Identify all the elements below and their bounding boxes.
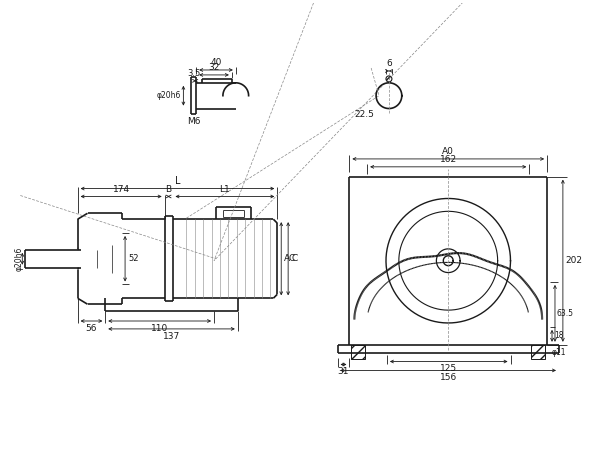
Text: φ20h6: φ20h6 (157, 91, 181, 100)
Text: 137: 137 (163, 332, 180, 341)
Text: 3.5: 3.5 (187, 69, 200, 78)
Text: 162: 162 (440, 155, 457, 164)
Text: 22.5: 22.5 (354, 109, 374, 118)
Text: φ20h6: φ20h6 (15, 246, 24, 271)
Text: 174: 174 (113, 184, 130, 193)
Text: 110: 110 (151, 324, 168, 333)
Text: M6: M6 (188, 118, 201, 127)
Text: B: B (166, 184, 172, 193)
Text: 56: 56 (86, 324, 97, 333)
Text: L: L (175, 175, 180, 186)
Bar (352, 345, 365, 358)
Text: AC: AC (284, 254, 296, 263)
Text: 156: 156 (440, 374, 457, 383)
Text: 31: 31 (338, 367, 349, 376)
Text: 40: 40 (211, 58, 221, 67)
Text: 18: 18 (554, 331, 563, 340)
Bar (531, 345, 545, 358)
Text: φ11: φ11 (552, 348, 566, 357)
Text: 202: 202 (566, 256, 583, 265)
Text: 63.5: 63.5 (557, 309, 574, 318)
Text: C: C (291, 254, 298, 263)
Text: 52: 52 (128, 254, 139, 263)
Text: L1: L1 (220, 184, 230, 193)
Text: 6: 6 (386, 59, 392, 68)
Text: A0: A0 (442, 147, 454, 156)
Text: 125: 125 (440, 365, 457, 374)
Text: 32: 32 (208, 63, 220, 72)
